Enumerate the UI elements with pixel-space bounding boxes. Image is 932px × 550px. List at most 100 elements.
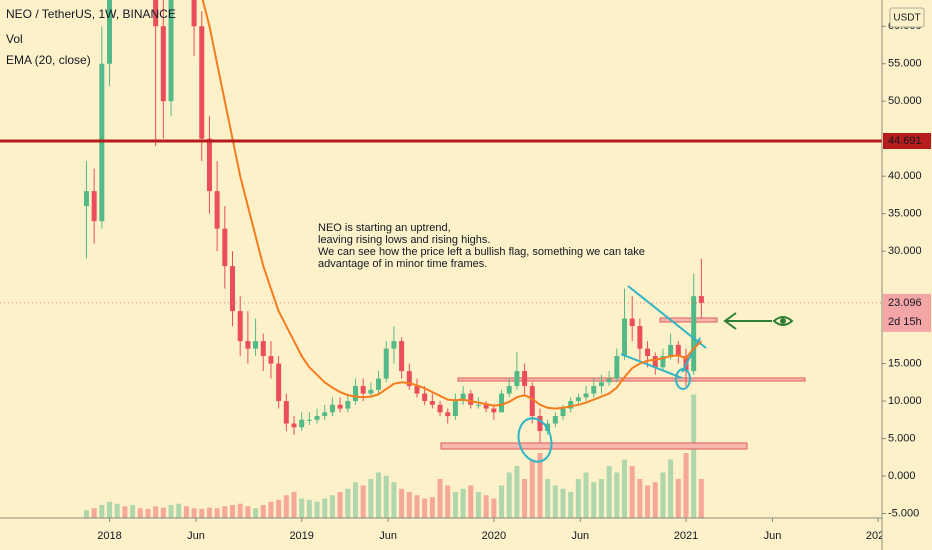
volume-bar bbox=[91, 508, 97, 518]
arrow-drawing bbox=[723, 312, 794, 330]
volume-bar bbox=[314, 501, 320, 518]
candle-body bbox=[376, 378, 382, 390]
volume-bar bbox=[145, 508, 151, 518]
candle-body bbox=[299, 419, 305, 428]
candle-body bbox=[529, 386, 535, 417]
x-tick-label: Jun bbox=[571, 530, 589, 542]
volume-bar bbox=[552, 485, 558, 518]
volume-bar bbox=[383, 475, 389, 518]
indicator-label: Vol bbox=[6, 32, 23, 46]
candles bbox=[83, 0, 704, 443]
candle-body bbox=[245, 341, 251, 349]
x-tick-label: Jun bbox=[764, 530, 782, 542]
annotation-line: We can see how the price left a bullish … bbox=[318, 246, 645, 258]
volume-bar bbox=[406, 492, 412, 518]
volume-bar bbox=[306, 499, 312, 518]
level-label-box bbox=[883, 132, 931, 149]
volume-bar bbox=[130, 505, 136, 518]
annotation-line: NEO is starting an uptrend, bbox=[318, 222, 451, 234]
candle-body bbox=[291, 423, 297, 428]
candle-body bbox=[237, 311, 243, 342]
volume-bar bbox=[437, 479, 443, 518]
volume-bar bbox=[475, 492, 481, 518]
candle-body bbox=[337, 404, 343, 409]
x-axis: 2018 Jun 2019 Jun 2020 Jun 2021 Jun 2022 bbox=[0, 517, 890, 542]
volume-bar bbox=[591, 482, 597, 518]
candle-body bbox=[637, 326, 643, 349]
volume-bar bbox=[499, 485, 505, 518]
candle-body bbox=[668, 344, 674, 357]
candle-body bbox=[622, 318, 628, 357]
candle-body bbox=[83, 191, 89, 207]
candle-body bbox=[468, 393, 474, 405]
annotation-line: leaving rising lows and rising highs. bbox=[318, 234, 490, 246]
y-tick-label: 10.000 bbox=[888, 395, 922, 407]
volume-bar bbox=[391, 482, 397, 518]
eye-pupil bbox=[780, 318, 786, 324]
x-tick-label: 2019 bbox=[289, 530, 313, 542]
candle-body bbox=[414, 386, 420, 394]
candle-body bbox=[360, 386, 366, 394]
volume-bar bbox=[237, 503, 243, 518]
candle-body bbox=[391, 341, 397, 349]
volume-bar bbox=[322, 498, 328, 518]
volume-bar bbox=[691, 394, 697, 518]
candle-body bbox=[583, 393, 589, 398]
x-tick-label: Jun bbox=[379, 530, 397, 542]
candle-body bbox=[422, 393, 428, 402]
volume-bar bbox=[529, 459, 535, 518]
y-tick-label: 35.000 bbox=[888, 208, 922, 220]
candle-body bbox=[506, 386, 512, 394]
candle-body bbox=[437, 404, 443, 413]
volume-bar bbox=[199, 508, 205, 518]
volume-bar bbox=[260, 505, 266, 518]
volume-bar bbox=[329, 495, 335, 518]
y-tick-label: 55.000 bbox=[888, 58, 922, 70]
candle-body bbox=[214, 191, 220, 229]
volume-bar bbox=[606, 466, 612, 518]
volume-bar bbox=[422, 498, 428, 518]
volume-bar bbox=[83, 510, 89, 518]
eye bbox=[772, 316, 794, 326]
volume-bar bbox=[168, 505, 174, 518]
volume-bar bbox=[153, 506, 159, 518]
candle-body bbox=[314, 416, 320, 420]
volume-bar bbox=[660, 472, 666, 518]
candle-body bbox=[606, 378, 612, 383]
candle-body bbox=[276, 363, 282, 402]
volume-pane bbox=[83, 394, 704, 518]
breakout-line bbox=[681, 337, 701, 373]
volume-bar bbox=[283, 495, 289, 518]
volume-bar bbox=[560, 488, 566, 518]
candle-body bbox=[206, 138, 212, 192]
candle-body bbox=[399, 341, 405, 372]
flag-line bbox=[627, 285, 707, 349]
candle-body bbox=[91, 191, 97, 222]
volume-bar bbox=[276, 499, 282, 518]
x-tick-label: 2018 bbox=[97, 530, 121, 542]
y-tick-label: 40.000 bbox=[888, 170, 922, 182]
volume-bar bbox=[337, 492, 343, 518]
candle-body bbox=[568, 401, 574, 409]
chart-title: NEO / TetherUS, 1W, BINANCE bbox=[6, 7, 176, 21]
volume-bar bbox=[352, 482, 358, 518]
y-axis bbox=[881, 0, 932, 550]
annotation: NEO is starting an uptrend,leaving risin… bbox=[318, 222, 645, 270]
volume-bar bbox=[176, 503, 182, 518]
volume-bar bbox=[376, 472, 382, 518]
plot-area bbox=[0, 0, 882, 518]
candle-body bbox=[283, 401, 289, 424]
currency-box: USDT bbox=[889, 7, 925, 28]
volume-bar bbox=[522, 479, 528, 518]
volume-bar bbox=[137, 508, 143, 518]
volume-bar bbox=[668, 459, 674, 518]
volume-bar bbox=[675, 479, 681, 518]
y-tick-label: 50.000 bbox=[888, 95, 922, 107]
currency: USDT bbox=[893, 13, 920, 24]
volume-bar bbox=[360, 485, 366, 518]
volume-bar bbox=[698, 479, 704, 518]
y-tick-labels: 60.00055.00050.00040.00035.00030.00015.0… bbox=[882, 20, 931, 519]
x-tick-label: 2020 bbox=[482, 530, 506, 542]
legend: NEO / TetherUS, 1W, BINANCE Vol EMA (20,… bbox=[6, 7, 176, 67]
